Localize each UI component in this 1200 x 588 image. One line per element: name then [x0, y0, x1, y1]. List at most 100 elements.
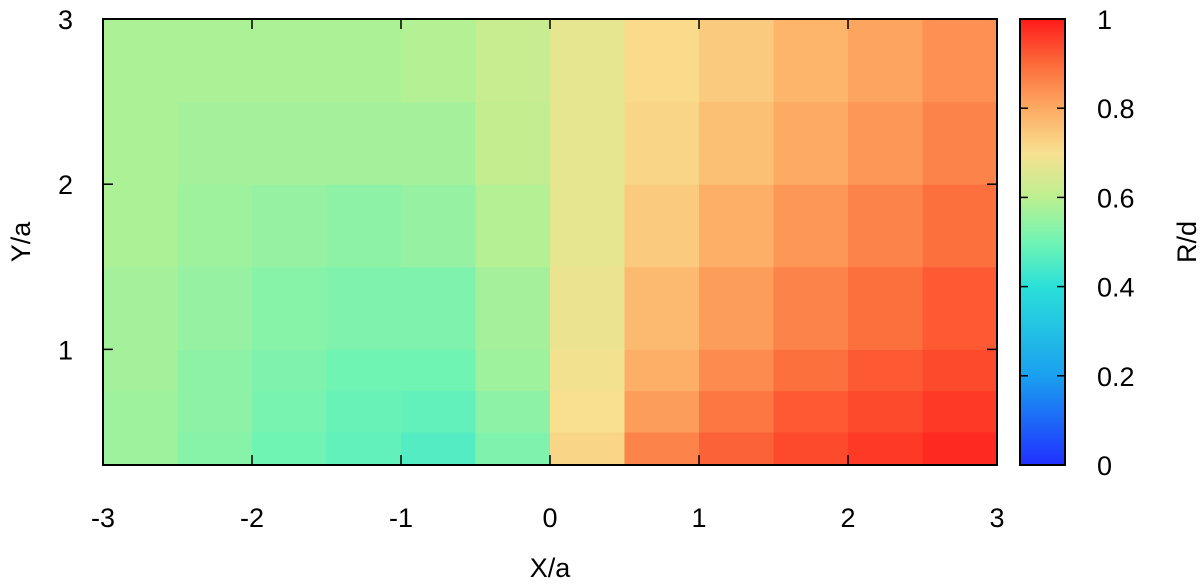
heatmap-cell: [699, 184, 774, 268]
heatmap-cell: [252, 266, 327, 350]
heatmap-cell: [401, 349, 476, 392]
heatmap-cell: [773, 19, 849, 103]
heatmap-cell: [401, 101, 476, 185]
heatmap-cell: [475, 266, 551, 350]
x-tick-label: 0: [542, 503, 557, 533]
heatmap-cell: [401, 184, 476, 268]
heatmap-cell: [475, 390, 551, 433]
heatmap-cell: [252, 101, 327, 185]
heatmap-cell: [177, 19, 253, 103]
heatmap-cell: [401, 390, 476, 433]
heatmap-cell: [922, 101, 998, 185]
heatmap-cell: [699, 390, 774, 433]
heatmap-cell: [103, 101, 178, 185]
heatmap-cells: [103, 19, 998, 466]
colorbar-tick-label: 0.2: [1097, 362, 1135, 392]
heatmap-cell: [475, 349, 551, 392]
heatmap-cell: [624, 184, 700, 268]
heatmap-cell: [103, 349, 178, 392]
heatmap-cell: [699, 266, 774, 350]
heatmap-cell: [848, 184, 923, 268]
heatmap-cell: [550, 184, 625, 268]
heatmap-cell: [550, 266, 625, 350]
colorbar-tick-label: 1: [1097, 5, 1112, 35]
heatmap-cell: [475, 19, 551, 103]
colorbar-tick-label: 0.8: [1097, 94, 1135, 124]
heatmap-cell: [550, 101, 625, 185]
heatmap-cell: [699, 101, 774, 185]
heatmap-cell: [326, 266, 402, 350]
x-tick-label: 1: [691, 503, 706, 533]
heatmap-cell: [326, 431, 402, 466]
x-tick-label: -3: [91, 503, 115, 533]
heatmap-cell: [922, 19, 998, 103]
heatmap-cell: [624, 266, 700, 350]
heatmap-cell: [550, 19, 625, 103]
heatmap-cell: [699, 431, 774, 466]
heatmap-cell: [773, 390, 849, 433]
x-tick-label: 2: [840, 503, 855, 533]
heatmap-cell: [550, 349, 625, 392]
heatmap-cell: [326, 101, 402, 185]
heatmap-cell: [252, 184, 327, 268]
colorbar: [1019, 18, 1066, 466]
heatmap-cell: [103, 184, 178, 268]
heatmap-cell: [624, 101, 700, 185]
colorbar-label: R/d: [1172, 221, 1200, 263]
heatmap-cell: [103, 390, 178, 433]
heatmap-cell: [773, 184, 849, 268]
heatmap-cell: [624, 390, 700, 433]
heatmap-cell: [326, 184, 402, 268]
heatmap-cell: [624, 19, 700, 103]
heatmap-cell: [699, 19, 774, 103]
heatmap-cell: [326, 19, 402, 103]
heatmap-cell: [550, 431, 625, 466]
heatmap-cell: [550, 390, 625, 433]
heatmap-cell: [624, 431, 700, 466]
y-tick-label: 3: [58, 5, 73, 35]
heatmap-cell: [922, 349, 998, 392]
colorbar-tick-label: 0.6: [1097, 183, 1135, 213]
heatmap-cell: [177, 349, 253, 392]
heatmap-cell: [848, 431, 923, 466]
heatmap-cell: [401, 266, 476, 350]
heatmap-cell: [103, 266, 178, 350]
heatmap-cell: [699, 349, 774, 392]
heatmap-cell: [177, 101, 253, 185]
x-tick-label: -1: [389, 503, 413, 533]
heatmap-cell: [922, 266, 998, 350]
heatmap-cell: [848, 19, 923, 103]
heatmap-cell: [773, 431, 849, 466]
heatmap-cell: [252, 390, 327, 433]
x-axis-label: X/a: [530, 553, 572, 583]
heatmap-cell: [848, 390, 923, 433]
heatmap-cell: [848, 266, 923, 350]
y-axis-label: Y/a: [6, 221, 36, 263]
x-tick-label: 3: [989, 503, 1004, 533]
heatmap-cell: [326, 390, 402, 433]
heatmap-cell: [177, 431, 253, 466]
heatmap-cell: [177, 390, 253, 433]
heatmap-cell: [848, 101, 923, 185]
heatmap-cell: [773, 266, 849, 350]
heatmap-cell: [848, 349, 923, 392]
heatmap-cell: [252, 349, 327, 392]
heatmap-cell: [326, 349, 402, 392]
heatmap-cell: [177, 266, 253, 350]
heatmap-cell: [252, 19, 327, 103]
heatmap-cell: [401, 19, 476, 103]
heatmap-cell: [922, 431, 998, 466]
heatmap-cell: [103, 431, 178, 466]
heatmap-cell: [773, 349, 849, 392]
heatmap-cell: [922, 390, 998, 433]
y-tick-label: 1: [58, 335, 73, 365]
heatmap-cell: [624, 349, 700, 392]
heatmap-cell: [252, 431, 327, 466]
y-tick-label: 2: [58, 170, 73, 200]
heatmap-cell: [475, 101, 551, 185]
heatmap-cell: [103, 19, 178, 103]
heatmap-cell: [475, 431, 551, 466]
heatmap-cell: [773, 101, 849, 185]
colorbar-tick-label: 0.4: [1097, 273, 1135, 303]
